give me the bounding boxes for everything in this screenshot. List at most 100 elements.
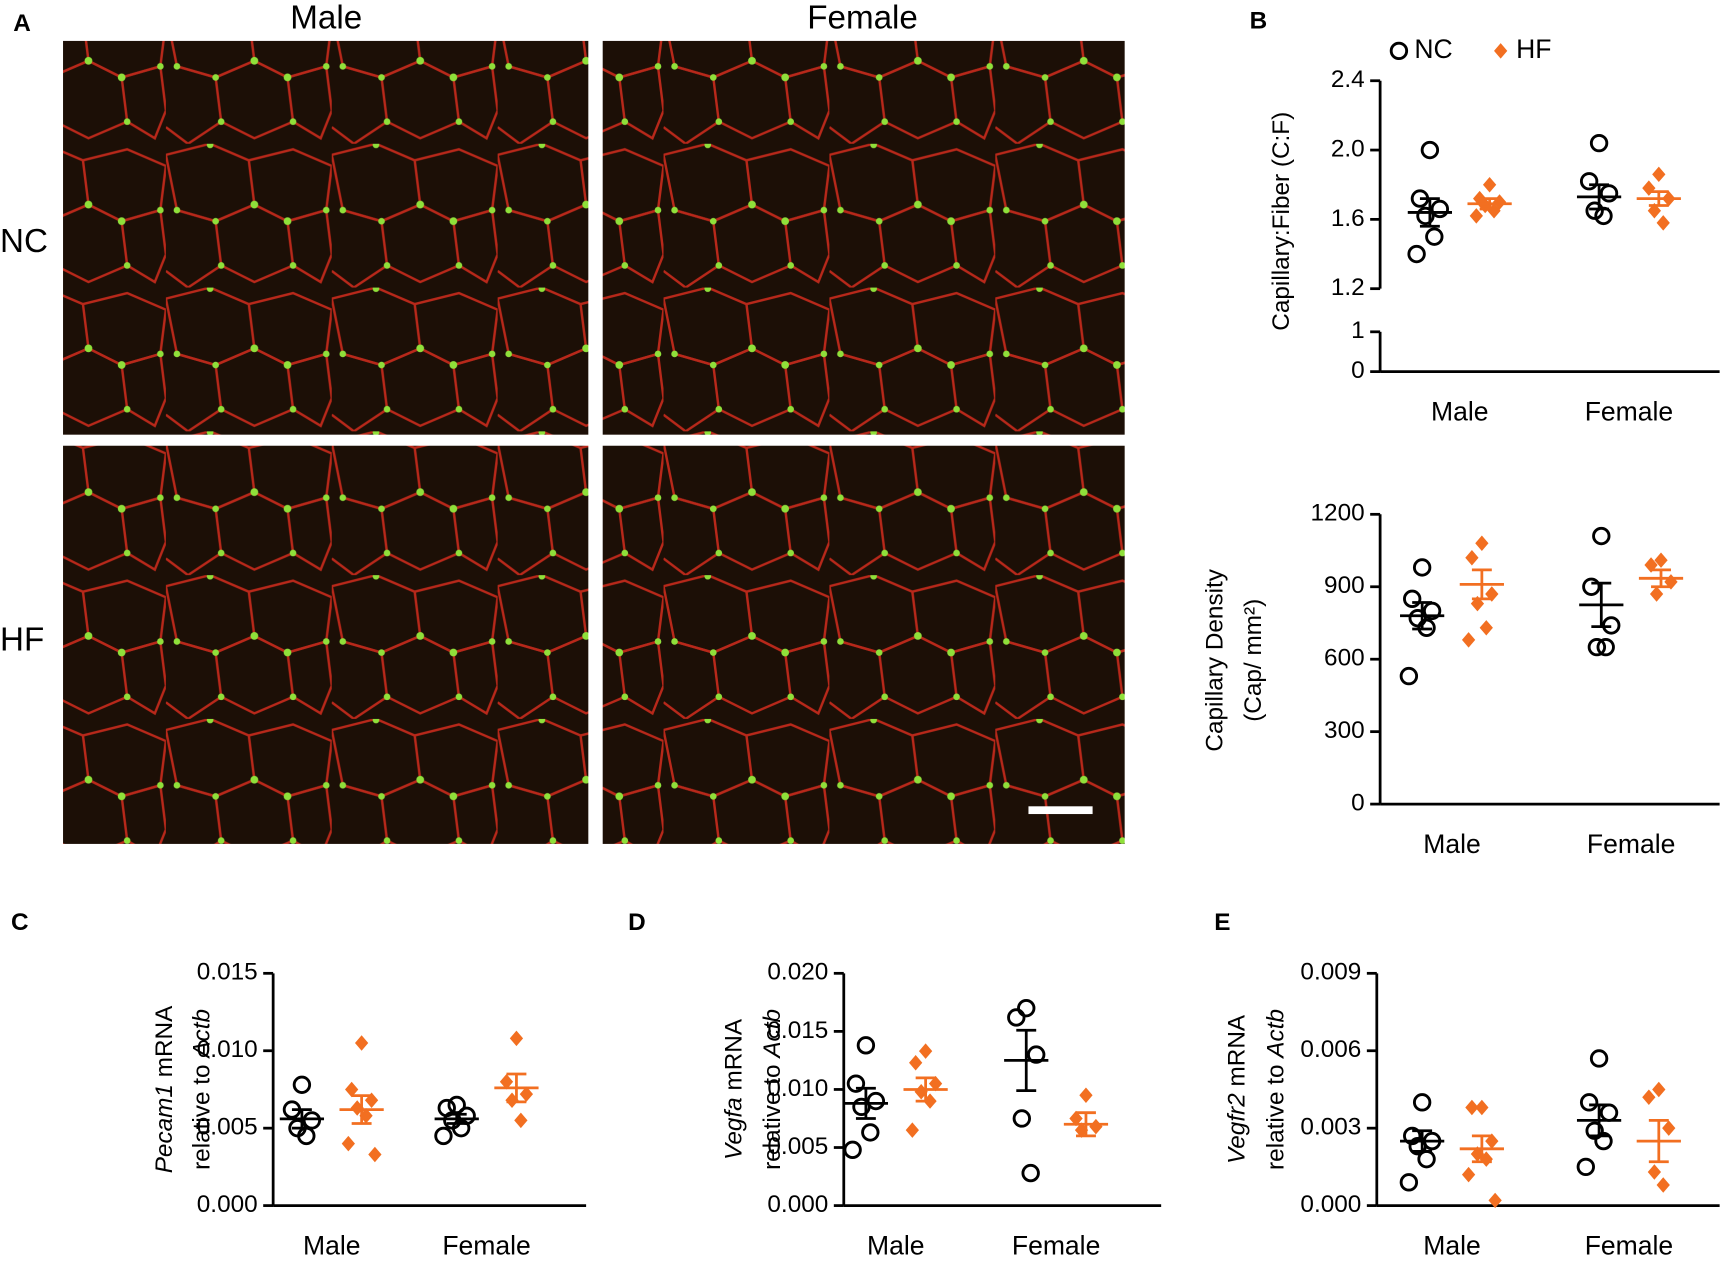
data-point bbox=[1461, 632, 1476, 648]
y-axis-label: Capillary Density bbox=[1202, 568, 1229, 751]
y-tick-label: 0 bbox=[1351, 790, 1365, 817]
data-point bbox=[1649, 586, 1664, 602]
data-point bbox=[861, 1123, 880, 1142]
x-tick-label: Female bbox=[1585, 1231, 1673, 1261]
y-tick-label: 0.015 bbox=[767, 1017, 828, 1044]
y-axis-label: relative to Actb bbox=[1263, 1009, 1290, 1170]
y-axis-label: Vegfa mRNA bbox=[721, 1018, 748, 1160]
y-axis-label-part: Vegfr2 bbox=[1224, 1093, 1251, 1164]
data-point bbox=[354, 1035, 369, 1051]
data-point bbox=[1599, 1103, 1619, 1122]
data-point bbox=[1399, 666, 1419, 686]
y-axis-label: relative to Actb bbox=[189, 1009, 216, 1170]
panel-letter: D bbox=[628, 909, 646, 936]
data-point bbox=[1403, 589, 1422, 609]
y-axis-label-part: mRNA bbox=[1224, 1014, 1251, 1093]
data-point bbox=[1027, 1045, 1046, 1064]
data-point bbox=[1647, 1164, 1662, 1180]
data-point bbox=[341, 1135, 355, 1152]
data-point bbox=[1416, 206, 1435, 226]
column-label: Female bbox=[807, 0, 918, 37]
y-tick-label: 0 bbox=[1351, 357, 1365, 384]
y-axis-label: Vegfr2 mRNA bbox=[1224, 1014, 1251, 1164]
y-axis-label-part: Capillary Density bbox=[1202, 568, 1229, 751]
y-tick-label: 600 bbox=[1324, 645, 1365, 672]
data-point bbox=[1461, 1166, 1476, 1183]
data-point bbox=[1599, 184, 1619, 203]
data-point bbox=[1585, 1121, 1604, 1140]
legend-marker bbox=[1389, 41, 1409, 61]
data-point bbox=[852, 1097, 871, 1117]
y-axis-label-part: relative to bbox=[760, 1058, 787, 1170]
y-axis-label-part: Capillary:Fiber (C:F) bbox=[1268, 112, 1295, 331]
data-point bbox=[519, 1086, 534, 1102]
y-axis-label-part: (Cap/ mm²) bbox=[1241, 599, 1268, 722]
y-tick-label: 1200 bbox=[1311, 500, 1365, 527]
data-point bbox=[514, 1112, 528, 1129]
x-tick-label: Male bbox=[303, 1231, 361, 1261]
y-tick-label: 1.6 bbox=[1331, 205, 1365, 232]
data-point bbox=[509, 1030, 524, 1047]
y-axis-label-part: Vegfa bbox=[721, 1097, 748, 1160]
y-axis-label: (Cap/ mm²) bbox=[1241, 599, 1268, 722]
data-point bbox=[1652, 166, 1666, 183]
data-point bbox=[1475, 535, 1489, 552]
data-point bbox=[1662, 1120, 1676, 1136]
y-tick-label: 0.006 bbox=[1300, 1036, 1361, 1063]
data-point bbox=[1582, 577, 1601, 596]
legend-label: NC bbox=[1414, 34, 1452, 64]
data-point bbox=[1079, 1087, 1093, 1104]
y-axis-label-part: relative to bbox=[189, 1058, 216, 1170]
data-point bbox=[1069, 1110, 1083, 1127]
data-point bbox=[1652, 1081, 1666, 1098]
x-tick-label: Male bbox=[1423, 829, 1481, 859]
y-axis-label-part: Actb bbox=[1263, 1009, 1290, 1060]
data-point bbox=[1089, 1118, 1103, 1135]
data-point bbox=[1475, 1099, 1489, 1116]
panel-letter: B bbox=[1250, 8, 1268, 35]
y-axis-label: Pecam1 mRNA bbox=[151, 1005, 178, 1173]
x-tick-label: Male bbox=[867, 1231, 925, 1261]
data-point bbox=[1585, 201, 1604, 220]
panel-letter: E bbox=[1214, 909, 1230, 936]
y-tick-label: 1 bbox=[1351, 317, 1365, 344]
data-point bbox=[1579, 172, 1599, 191]
data-point bbox=[1579, 1093, 1599, 1112]
data-point bbox=[1482, 176, 1497, 193]
data-point bbox=[1430, 199, 1450, 219]
data-point bbox=[434, 1126, 453, 1146]
data-point bbox=[345, 1081, 359, 1098]
y-axis-label: Capillary:Fiber (C:F) bbox=[1268, 112, 1295, 331]
data-point bbox=[499, 1073, 514, 1090]
y-tick-label: 2.4 bbox=[1331, 66, 1365, 93]
data-point bbox=[1594, 1131, 1613, 1151]
row-label: HF bbox=[0, 621, 44, 658]
data-point bbox=[1592, 526, 1611, 546]
y-tick-label: 0.009 bbox=[1300, 959, 1361, 986]
data-point bbox=[1576, 1157, 1595, 1177]
data-point bbox=[1417, 1149, 1436, 1169]
y-axis-label-part: Actb bbox=[189, 1009, 216, 1060]
data-point bbox=[1589, 1049, 1609, 1068]
data-point bbox=[451, 1118, 471, 1138]
data-point bbox=[1007, 1008, 1026, 1027]
data-point bbox=[1425, 227, 1444, 246]
data-point bbox=[1596, 637, 1615, 657]
y-tick-label: 0.003 bbox=[1300, 1114, 1361, 1141]
scale-bar bbox=[1028, 806, 1093, 815]
legend-marker bbox=[1494, 43, 1508, 59]
x-tick-label: Female bbox=[1587, 829, 1675, 859]
column-label: Male bbox=[290, 0, 362, 37]
y-tick-label: 0.010 bbox=[767, 1075, 828, 1102]
y-tick-label: 0.005 bbox=[767, 1133, 828, 1160]
data-point bbox=[1589, 133, 1609, 153]
y-tick-label: 2.0 bbox=[1331, 135, 1365, 162]
micrograph bbox=[602, 40, 1125, 435]
y-axis-label-part: mRNA bbox=[721, 1018, 748, 1097]
micrograph bbox=[63, 40, 589, 435]
x-tick-label: Male bbox=[1431, 397, 1489, 427]
data-point bbox=[302, 1111, 322, 1130]
y-tick-label: 0.000 bbox=[1300, 1191, 1361, 1218]
